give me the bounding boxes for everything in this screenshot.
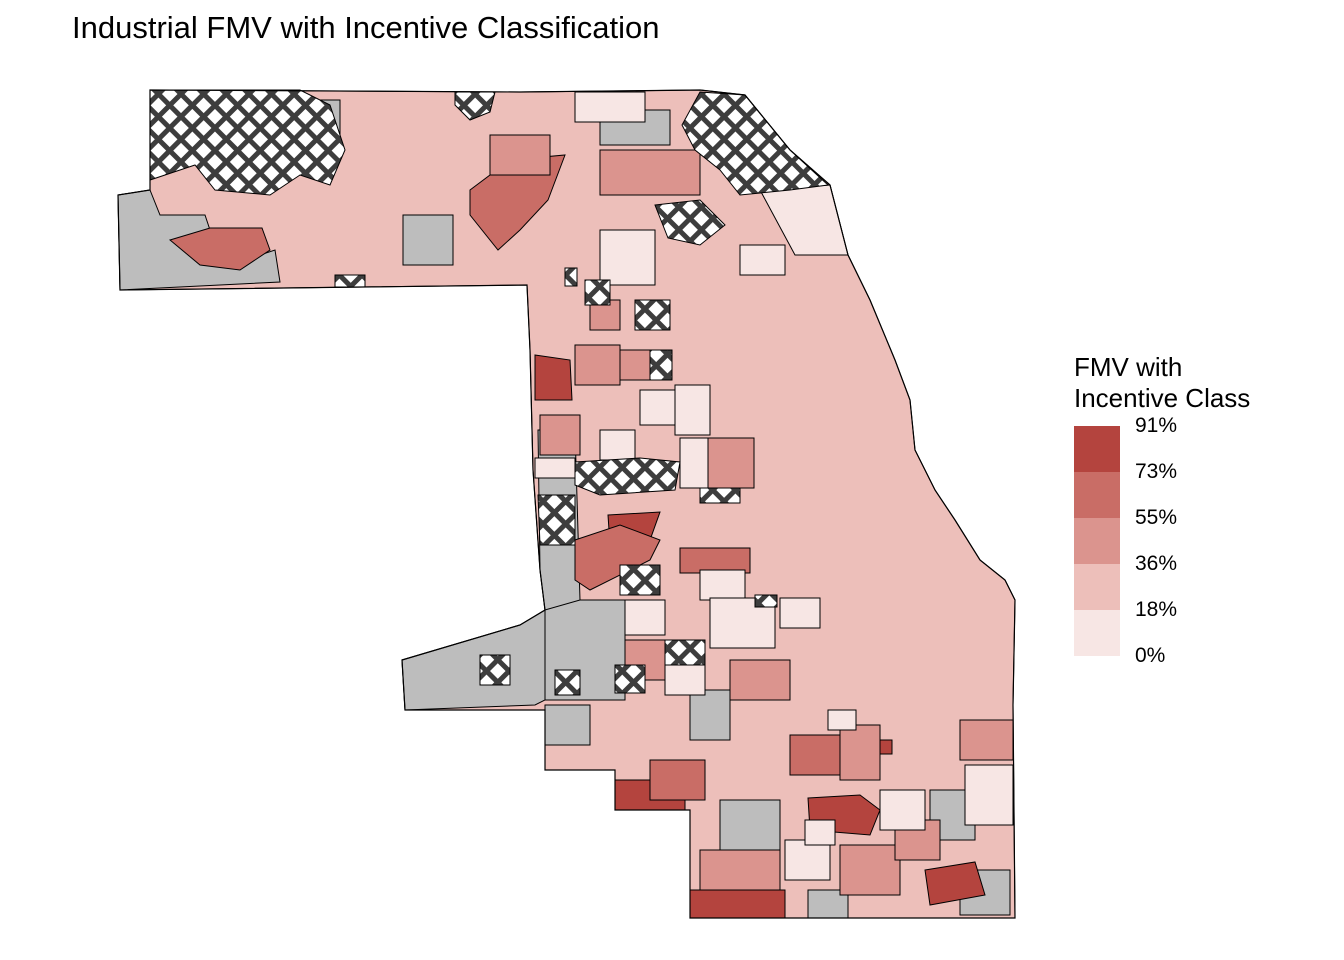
map-region-class-18	[779, 597, 821, 629]
map-region-class-91	[689, 889, 786, 919]
hatched-area	[614, 664, 646, 694]
legend-swatch	[1074, 426, 1120, 472]
hatched-area	[664, 639, 706, 666]
legend-break-label: 91%	[1135, 414, 1178, 437]
hatched-area	[149, 89, 346, 196]
hatched-area	[654, 199, 726, 246]
legend-break-label: 18%	[1135, 598, 1178, 621]
map-region-class-18	[739, 244, 786, 276]
legend-key-row	[1074, 564, 1250, 610]
legend-key-row	[1074, 610, 1250, 656]
page-title: Industrial FMV with Incentive Classifica…	[72, 10, 660, 45]
hatched-area	[584, 279, 611, 306]
map-region-class-55	[839, 844, 901, 896]
map-region-class-18	[699, 569, 746, 601]
no-data-area	[544, 704, 591, 746]
map-region-class-55	[699, 849, 781, 891]
map-region-class-73	[168, 227, 271, 271]
hatched-area	[699, 487, 741, 504]
legend-keys: 91% 73% 55% 36% 18% 0%	[1074, 414, 1250, 667]
map-region-class-55	[959, 719, 1014, 761]
map-region-class-55	[729, 659, 791, 701]
legend-swatch	[1074, 564, 1120, 610]
hatched-area	[619, 564, 661, 596]
hatched-area	[554, 669, 581, 696]
hatched-area	[564, 267, 578, 287]
hatched-area	[754, 594, 778, 608]
map-region-class-18	[639, 389, 676, 426]
hatched-area	[649, 349, 673, 381]
map-region-class-18	[964, 764, 1014, 826]
legend-key-row	[1074, 472, 1250, 518]
map-region-class-55	[619, 349, 651, 381]
map-region-class-55	[539, 414, 581, 456]
legend-key-row	[1074, 426, 1250, 472]
legend-swatch	[1074, 610, 1120, 656]
hatched-area	[574, 457, 681, 496]
legend-title: FMV with Incentive Class	[1074, 352, 1250, 414]
map-region-class-18	[664, 664, 706, 696]
legend-break-label: 73%	[1135, 460, 1178, 483]
map-region-class-55	[599, 149, 701, 196]
map-region-class-18	[827, 709, 857, 731]
map-region-class-91	[534, 354, 573, 401]
legend-swatch	[1074, 472, 1120, 518]
no-data-area	[401, 609, 546, 711]
map-region-class-55	[707, 437, 755, 489]
legend-swatch	[1074, 518, 1120, 564]
map-region-class-73	[679, 547, 751, 574]
map-region-class-18	[599, 429, 636, 461]
hatched-area	[537, 494, 576, 546]
legend-title-line2: Incentive Class	[1074, 383, 1251, 413]
no-data-area	[544, 599, 626, 701]
map-region-class-73	[789, 734, 841, 776]
map-region-class-55	[574, 344, 621, 386]
map-region-class-55	[489, 134, 551, 176]
map-region-class-18	[574, 91, 646, 123]
map-region-class-18	[879, 789, 926, 831]
legend-key-row	[1074, 518, 1250, 564]
map-region-class-18	[624, 599, 666, 636]
map-region-class-18	[534, 457, 576, 479]
county-outline	[117, 89, 1016, 919]
map-region-class-55	[839, 724, 881, 781]
hatched-area	[479, 654, 511, 686]
legend-title-line1: FMV with	[1074, 352, 1183, 382]
no-data-area	[689, 689, 731, 741]
legend-break-label: 36%	[1135, 552, 1178, 575]
legend: FMV with Incentive Class 91% 73% 55% 36% 18%…	[1074, 352, 1250, 667]
map-region-class-18	[679, 437, 709, 489]
map-region-class-91	[924, 861, 986, 906]
map-region-class-73	[574, 524, 661, 591]
map-region-class-18	[599, 229, 656, 286]
hatched-area	[334, 274, 366, 288]
map-region-class-73	[649, 759, 706, 801]
legend-break-label: 0%	[1135, 644, 1166, 667]
map-region-class-18	[804, 819, 836, 846]
map-region-class-18	[674, 384, 711, 436]
hatched-area	[634, 299, 671, 331]
no-data-area	[402, 214, 454, 266]
map-region-class-18	[784, 839, 831, 881]
legend-break-label: 55%	[1135, 506, 1178, 529]
